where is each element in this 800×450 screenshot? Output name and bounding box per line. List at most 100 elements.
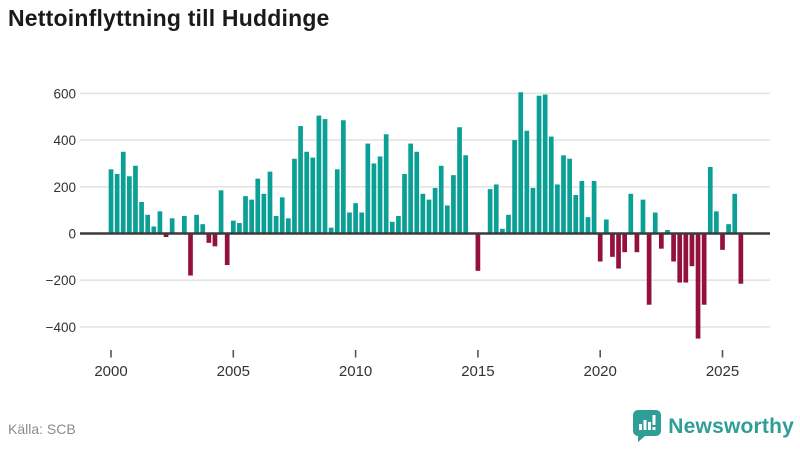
bar — [139, 201, 144, 234]
x-tick-label: 2010 — [339, 363, 372, 380]
bar — [267, 171, 273, 234]
y-tick-label: −200 — [46, 273, 76, 288]
bar — [249, 199, 254, 234]
bar — [206, 233, 212, 243]
bar — [396, 215, 401, 234]
bar — [689, 233, 695, 267]
bar — [634, 233, 640, 253]
bar — [347, 212, 352, 234]
bar — [145, 214, 151, 234]
bar — [597, 233, 603, 262]
bar — [133, 165, 138, 234]
bar — [298, 126, 303, 234]
bar — [292, 158, 297, 234]
bar — [487, 189, 493, 234]
bar — [304, 151, 310, 234]
bar — [212, 233, 218, 247]
y-tick-label: 600 — [53, 86, 76, 101]
bar — [255, 178, 261, 234]
bar — [640, 199, 646, 234]
page-title: Nettoinflyttning till Huddinge — [8, 5, 330, 31]
bar — [518, 92, 524, 234]
bar — [371, 163, 377, 234]
bar — [567, 158, 572, 234]
bar — [426, 199, 432, 234]
bar — [512, 140, 517, 234]
bar — [334, 169, 340, 234]
bars — [108, 92, 744, 339]
bar — [573, 194, 579, 234]
bar — [127, 176, 132, 234]
bar — [341, 120, 346, 234]
y-tick-label: −400 — [46, 320, 76, 335]
bar — [230, 220, 236, 234]
newsworthy-wordmark: Newsworthy — [668, 414, 794, 438]
bar — [732, 193, 738, 234]
bar — [500, 228, 505, 234]
bar — [322, 119, 328, 234]
bar — [108, 169, 114, 234]
bar — [279, 197, 285, 234]
x-axis-labels: 2000 2005 2010 2015 2020 2025 — [94, 363, 739, 380]
bar — [261, 193, 267, 234]
bar — [237, 222, 242, 234]
bar — [310, 157, 316, 234]
bar — [714, 211, 719, 234]
bar — [603, 219, 609, 234]
bar — [738, 233, 744, 284]
bar — [555, 184, 560, 234]
y-axis-labels: 600 400 200 0 −200 −400 — [46, 86, 76, 335]
bar — [548, 136, 554, 234]
bar — [224, 233, 230, 266]
bar — [383, 134, 389, 234]
bar — [493, 184, 499, 234]
bar — [542, 94, 548, 234]
bar — [414, 151, 420, 234]
x-tick-label: 2015 — [461, 363, 494, 380]
x-axis-ticks — [110, 350, 724, 358]
bar — [585, 217, 591, 234]
bar — [561, 155, 566, 234]
bar — [622, 233, 628, 253]
bar — [408, 143, 413, 234]
bar — [151, 226, 157, 234]
bar — [328, 227, 334, 234]
newsworthy-badge-icon — [633, 410, 662, 442]
bar — [457, 127, 462, 234]
bar — [120, 151, 126, 234]
bar — [200, 224, 206, 234]
bar — [726, 224, 731, 234]
x-tick-label: 2020 — [584, 363, 617, 380]
bar — [579, 180, 585, 234]
bar — [677, 233, 683, 283]
bar — [316, 115, 322, 234]
bar — [646, 233, 652, 305]
bar — [610, 233, 615, 257]
bar — [463, 155, 469, 234]
bar — [377, 156, 383, 234]
bar — [475, 233, 481, 271]
bar — [695, 233, 701, 339]
bar — [273, 215, 279, 234]
bar — [720, 233, 725, 250]
bar — [157, 211, 163, 234]
bar — [163, 233, 169, 237]
x-tick-label: 2025 — [706, 363, 739, 380]
bar — [665, 230, 670, 234]
gridlines — [80, 92, 770, 328]
bar — [353, 203, 358, 234]
bar — [169, 218, 175, 234]
bar — [444, 205, 450, 234]
x-tick-label: 2000 — [94, 363, 127, 380]
bar — [536, 95, 542, 234]
source-label: Källa: SCB — [8, 421, 76, 437]
bar — [218, 190, 224, 234]
bar — [389, 221, 395, 234]
bar — [530, 187, 536, 234]
bar — [243, 196, 248, 234]
bar — [707, 166, 713, 234]
bar — [438, 165, 444, 234]
bar — [652, 212, 658, 234]
bar — [188, 233, 193, 276]
